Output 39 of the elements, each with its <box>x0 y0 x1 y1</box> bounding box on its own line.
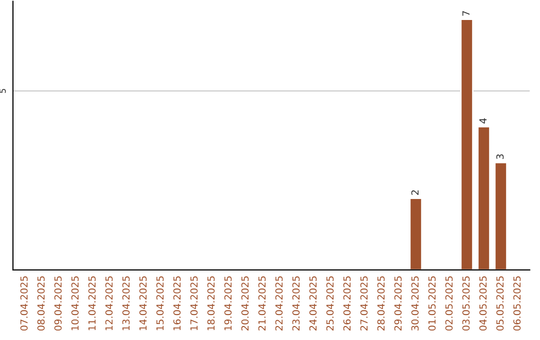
bar <box>494 162 508 270</box>
x-tick-label: 16.04.2025 <box>173 276 181 330</box>
x-tick-label: 23.04.2025 <box>292 276 300 330</box>
x-tick-label: 19.04.2025 <box>224 276 232 330</box>
x-tick-label: 21.04.2025 <box>258 276 266 330</box>
x-tick-label: 12.04.2025 <box>105 276 113 330</box>
x-tick-label: 30.04.2025 <box>411 276 419 330</box>
x-tick-label: 06.05.2025 <box>513 276 521 331</box>
data-label: 2 <box>411 190 419 195</box>
x-tick-label: 07.04.2025 <box>20 276 28 331</box>
x-tick-label: 03.05.2025 <box>462 276 470 331</box>
x-tick-label: 10.04.2025 <box>71 276 79 330</box>
x-tick-label: 14.04.2025 <box>139 276 147 330</box>
data-label: 4 <box>479 118 487 124</box>
data-label: 7 <box>462 11 470 16</box>
x-tick-label: 18.04.2025 <box>207 276 215 330</box>
x-tick-label: 25.04.2025 <box>326 276 334 330</box>
x-tick-label: 08.04.2025 <box>37 276 45 331</box>
x-tick-label: 15.04.2025 <box>156 276 164 330</box>
data-label: 3 <box>496 154 504 159</box>
x-tick-label: 04.05.2025 <box>479 276 487 331</box>
x-tick-label: 26.04.2025 <box>343 276 351 330</box>
x-tick-label: 20.04.2025 <box>241 276 249 330</box>
x-tick-label: 27.04.2025 <box>360 276 368 330</box>
x-tick-label: 09.04.2025 <box>54 276 62 331</box>
bar <box>409 198 422 270</box>
x-tick-label: 11.04.2025 <box>88 276 96 330</box>
x-tick-label: 01.05.2025 <box>428 276 436 331</box>
bar <box>477 126 490 270</box>
bar <box>460 18 474 270</box>
y-tick-label: 5 <box>0 88 6 93</box>
x-tick-label: 05.05.2025 <box>496 276 504 331</box>
x-tick-label: 13.04.2025 <box>122 276 130 330</box>
x-tick-label: 29.04.2025 <box>394 276 402 330</box>
x-tick-label: 28.04.2025 <box>377 276 385 330</box>
x-tick-label: 24.04.2025 <box>309 276 317 330</box>
x-tick-label: 22.04.2025 <box>275 276 283 330</box>
x-tick-label: 17.04.2025 <box>190 276 198 330</box>
x-tick-label: 02.05.2025 <box>445 276 453 331</box>
